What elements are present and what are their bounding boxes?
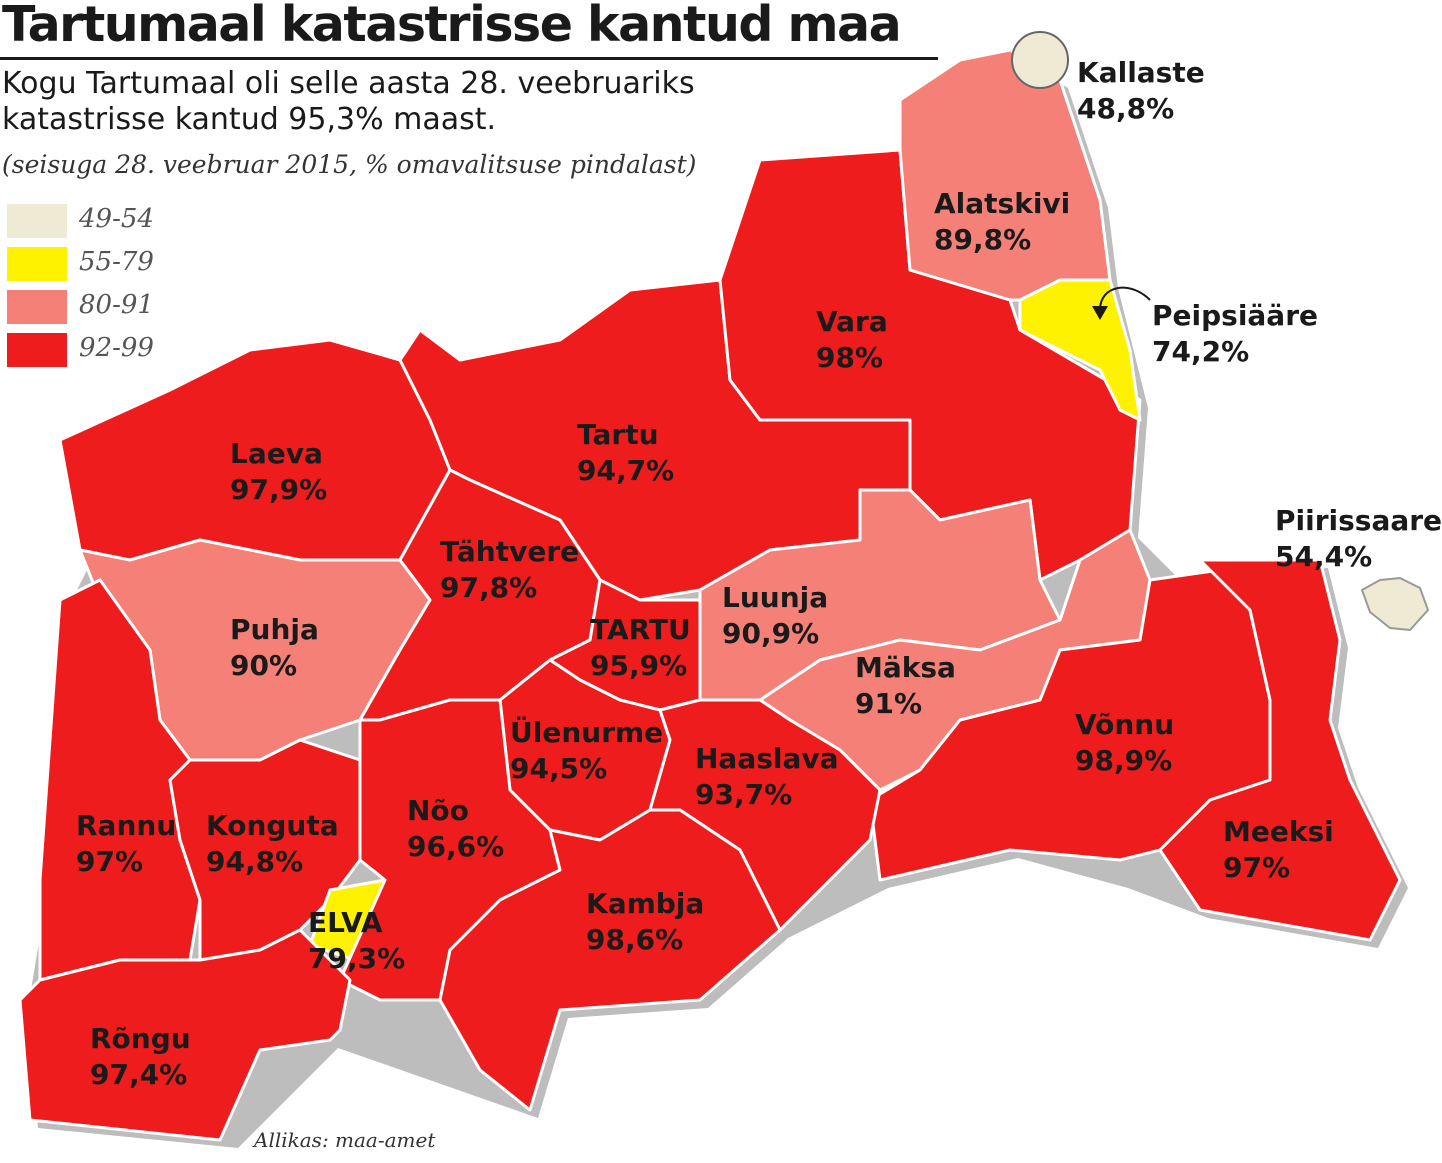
label-value: 97% [1223,851,1291,884]
label-tartu-linn: TARTU 95,9% [590,612,691,684]
label-name: Tartu [577,418,659,451]
region-rongu[interactable] [18,928,352,1142]
label-konguta: Konguta 94,8% [206,808,339,880]
label-elva: ELVA 79,3% [308,905,405,977]
label-puhja: Puhja 90% [230,612,319,684]
label-value: 97,4% [90,1058,188,1091]
label-tahtvere: Tähtvere 97,8% [440,534,579,606]
label-vonnu: Võnnu 98,9% [1075,707,1174,779]
label-ulenurme: Ülenurme 94,5% [510,715,663,787]
label-piirissaare: Piirissaare 54,4% [1275,503,1442,575]
source-credit: Allikas: maa-amet [254,1128,436,1152]
label-value: 94,5% [510,752,608,785]
label-value: 54,4% [1275,540,1373,573]
label-value: 98,6% [586,923,684,956]
label-name: Mäksa [855,651,956,684]
label-name: ELVA [308,906,383,939]
label-meeksi: Meeksi 97% [1223,814,1334,886]
label-name: Luunja [722,581,829,614]
region-meeksi[interactable] [1158,558,1402,942]
label-rongu: Rõngu 97,4% [90,1021,191,1093]
label-name: Rannu [76,809,177,842]
label-haaslava: Haaslava 93,7% [695,741,839,813]
legend-label: 55-79 [79,247,154,277]
label-value: 48,8% [1077,92,1175,125]
label-value: 97% [76,845,144,878]
region-kallaste[interactable] [1011,31,1069,89]
label-value: 98,9% [1075,744,1173,777]
label-value: 98% [816,341,884,374]
label-name: Peipsiääre [1152,299,1319,332]
label-kambja: Kambja 98,6% [586,886,704,958]
region-kambja[interactable] [438,808,782,1112]
label-name: Konguta [206,809,339,842]
label-laeva: Laeva 97,9% [230,436,327,508]
subtitle-line-1: Kogu Tartumaal oli selle aasta 28. veebr… [2,66,695,101]
label-name: Tähtvere [440,535,580,568]
label-value: 96,6% [407,830,505,863]
label-value: 79,3% [308,942,406,975]
label-name: Ülenurme [510,716,664,749]
label-name: Laeva [230,437,323,470]
region-peipsiaare[interactable] [1018,278,1142,422]
label-vara: Vara 98% [816,304,888,376]
label-name: Meeksi [1223,815,1334,848]
label-name: Puhja [230,613,319,646]
region-piirissaare[interactable] [1360,576,1430,632]
label-name: Kambja [586,887,705,920]
label-name: Nõo [407,794,469,827]
label-value: 74,2% [1152,335,1250,368]
label-name: Piirissaare [1275,504,1442,537]
label-name: Vara [816,305,888,338]
label-kallaste: Kallaste 48,8% [1077,55,1205,127]
label-value: 90,9% [722,617,820,650]
legend-swatch [7,333,67,367]
label-name: Alatskivi [934,187,1071,220]
region-alatskivi[interactable] [898,48,1112,302]
pointer-arrowhead [1092,306,1108,320]
label-value: 91% [855,687,923,720]
label-value: 90% [230,649,298,682]
legend-swatch [7,247,67,281]
label-value: 94,8% [206,845,304,878]
label-name: Rõngu [90,1022,191,1055]
legend-label: 49-54 [79,204,154,234]
label-value: 93,7% [695,778,793,811]
label-value: 94,7% [577,454,675,487]
label-value: 89,8% [934,223,1032,256]
label-value: 95,9% [590,649,688,682]
label-alatskivi: Alatskivi 89,8% [934,186,1070,258]
label-noo: Nõo 96,6% [407,793,504,865]
label-luunja: Luunja 90,9% [722,580,828,652]
label-name: Haaslava [695,742,839,775]
label-name: TARTU [590,613,691,646]
subtitle-line-2: katastrisse kantud 95,3% maast. [2,102,497,137]
label-maksa: Mäksa 91% [855,650,956,722]
label-tartu-vald: Tartu 94,7% [577,417,674,489]
label-name: Kallaste [1077,56,1205,89]
legend-swatch [7,290,67,324]
note: (seisuga 28. veebruar 2015, % omavalitsu… [2,150,697,179]
legend-label: 92-99 [79,333,154,363]
label-rannu: Rannu 97% [76,808,176,880]
label-peipsiaare: Peipsiääre 74,2% [1152,298,1318,370]
legend-swatch [7,204,67,238]
label-value: 97,9% [230,473,328,506]
legend-label: 80-91 [79,290,154,320]
label-name: Võnnu [1075,708,1175,741]
label-value: 97,8% [440,571,538,604]
pointer-arrow [1099,286,1151,311]
subtitle: Kogu Tartumaal oli selle aasta 28. veebr… [2,66,822,138]
map-title: Tartumaal katastrisse kantud maa [2,0,902,53]
title-rule [0,57,938,60]
